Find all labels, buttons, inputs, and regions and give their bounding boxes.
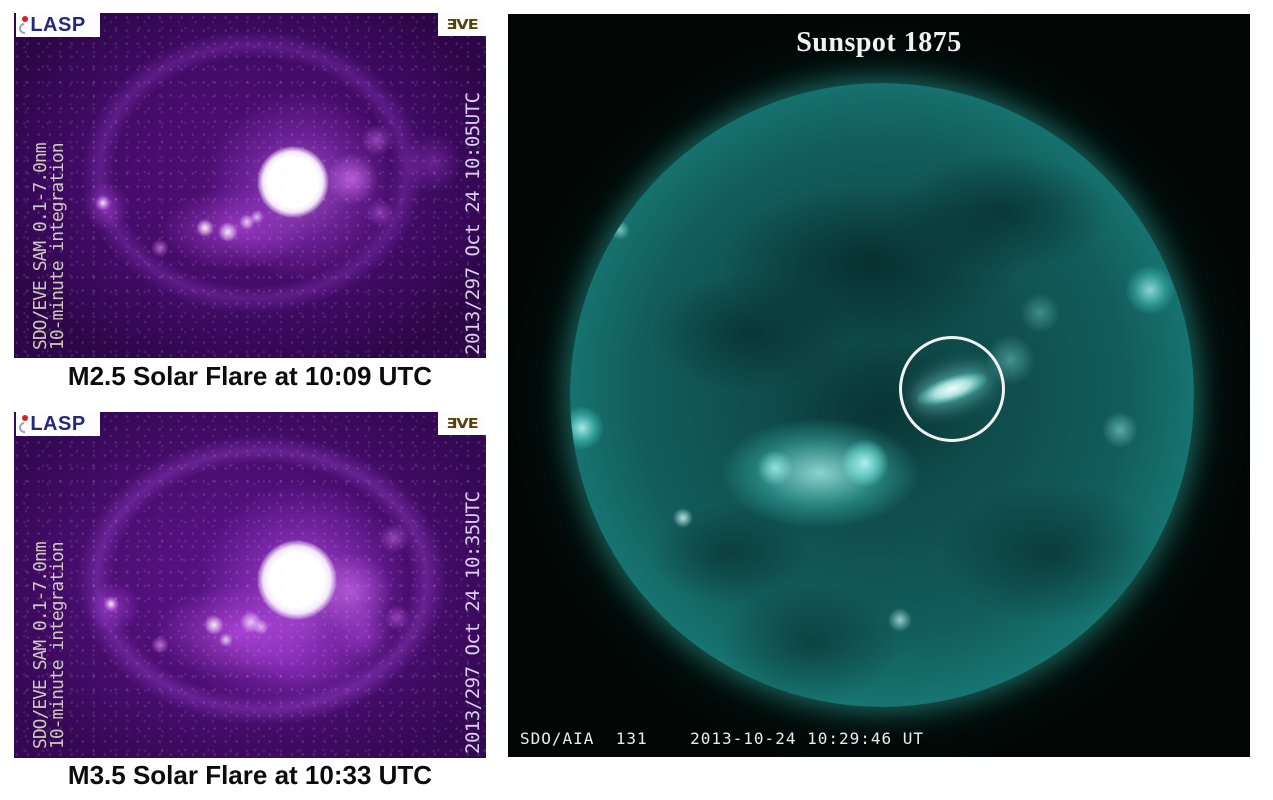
observation-footer: SDO/AIA 131 2013-10-24 10:29:46 UT bbox=[520, 729, 925, 748]
timestamp-label: 2013/297 Oct 24 10:35UTC bbox=[462, 491, 484, 754]
instrument-label: SDO/EVE SAM 0.1-7.0nm 10-minute integrat… bbox=[30, 542, 68, 749]
lasp-logo-text: LASP bbox=[30, 413, 86, 435]
eve-logo: ƎVE bbox=[438, 412, 486, 435]
lasp-logo-dot-icon bbox=[22, 415, 28, 421]
sun-image-panel: Sunspot 1875 SDO/AIA 131 2013-10-24 10:2… bbox=[508, 14, 1250, 757]
timestamp-label: 2013/297 Oct 24 10:05UTC bbox=[462, 92, 484, 355]
eve-logo-text: ƎVE bbox=[446, 415, 478, 432]
lasp-logo-text: LASP bbox=[30, 14, 86, 36]
flare-image-m2-5: LASP ƎVE SDO/EVE SAM 0.1-7.0nm 10-minute… bbox=[14, 13, 486, 358]
lasp-logo-dot-icon bbox=[22, 16, 28, 22]
sunspot-title: Sunspot 1875 bbox=[796, 27, 962, 58]
instrument-label: SDO/EVE SAM 0.1-7.0nm 10-minute integrat… bbox=[30, 143, 68, 350]
flare-caption-1: M2.5 Solar Flare at 10:09 UTC bbox=[67, 361, 433, 391]
lasp-logo: LASP bbox=[16, 412, 100, 436]
flare-caption-2: M3.5 Solar Flare at 10:33 UTC bbox=[67, 760, 433, 790]
sun-disk bbox=[570, 83, 1194, 707]
flare-image-m3-5: LASP ƎVE SDO/EVE SAM 0.1-7.0nm 10-minute… bbox=[14, 412, 486, 758]
eve-logo: ƎVE bbox=[438, 13, 486, 36]
sunspot-circle-annotation bbox=[899, 336, 1005, 442]
lasp-logo: LASP bbox=[16, 13, 100, 37]
eve-logo-text: ƎVE bbox=[446, 16, 478, 33]
